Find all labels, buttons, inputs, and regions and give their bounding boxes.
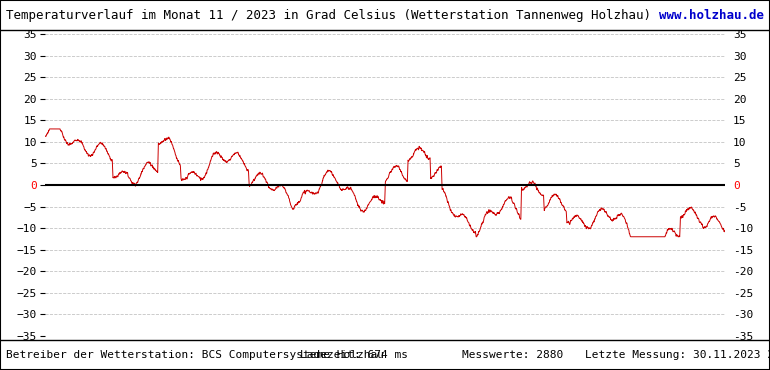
Text: Messwerte: 2880: Messwerte: 2880: [462, 350, 563, 360]
Text: Letzte Messung: 30.11.2023 23:45 Uhr: Letzte Messung: 30.11.2023 23:45 Uhr: [585, 350, 770, 360]
Text: Betreiber der Wetterstation: BCS Computersysteme Holzhau: Betreiber der Wetterstation: BCS Compute…: [6, 350, 384, 360]
Text: Temperaturverlauf im Monat 11 / 2023 in Grad Celsius (Wetterstation Tannenweg Ho: Temperaturverlauf im Monat 11 / 2023 in …: [6, 9, 651, 22]
Text: Ladezeit: 674 ms: Ladezeit: 674 ms: [300, 350, 408, 360]
Text: www.holzhau.de: www.holzhau.de: [659, 9, 764, 22]
